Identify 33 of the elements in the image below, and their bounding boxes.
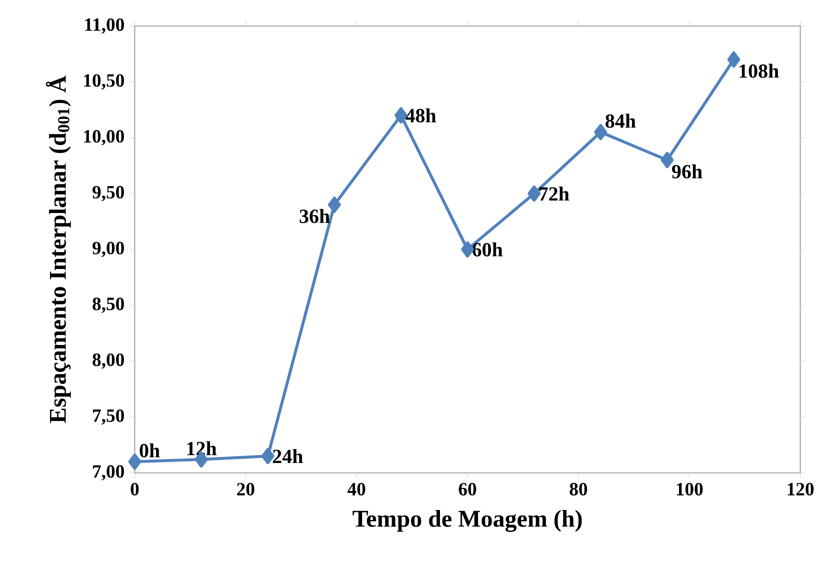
x-axis-title: Tempo de Moagem (h) bbox=[352, 510, 582, 532]
y-tick-label: 7,00 bbox=[93, 465, 124, 480]
x-tick-label: 20 bbox=[237, 482, 254, 496]
y-tick-label: 8,00 bbox=[92, 353, 124, 369]
x-tick-label: 40 bbox=[348, 482, 366, 496]
x-tick-label: 0 bbox=[130, 482, 139, 496]
y-tick-label: 8,50 bbox=[92, 298, 124, 313]
x-tick-label: 60 bbox=[458, 482, 476, 496]
annotation: 36h bbox=[300, 208, 330, 223]
annotation: 0h bbox=[140, 443, 160, 458]
y-tick-label: 11,00 bbox=[85, 18, 124, 34]
y-tick-label: 10,00 bbox=[84, 130, 124, 146]
annotation: 48h bbox=[406, 108, 436, 122]
y-tick-label: 9,50 bbox=[92, 186, 124, 202]
point bbox=[727, 51, 740, 68]
y-tick-label: 9,00 bbox=[92, 242, 124, 257]
point bbox=[128, 453, 142, 470]
annotation: 60h bbox=[472, 242, 503, 256]
annotation: 24h bbox=[272, 449, 303, 463]
annotation: 108h bbox=[740, 64, 779, 78]
annotation: 84h bbox=[606, 114, 636, 128]
y-tick-label: 10,50 bbox=[84, 74, 124, 90]
annotation: 72h bbox=[540, 186, 570, 200]
x-tick-label: 120 bbox=[788, 482, 814, 496]
annotation: 96h bbox=[672, 164, 702, 178]
x-tick-label: 100 bbox=[676, 482, 703, 496]
y-axis-title: Espaçamento Interplanar (d$_{001}$) Å bbox=[46, 76, 71, 423]
y-tick-label: 7,50 bbox=[93, 409, 124, 425]
point bbox=[594, 124, 608, 140]
point bbox=[528, 185, 541, 202]
point bbox=[261, 448, 274, 464]
point bbox=[660, 152, 674, 168]
x-tick-label: 80 bbox=[570, 482, 588, 496]
